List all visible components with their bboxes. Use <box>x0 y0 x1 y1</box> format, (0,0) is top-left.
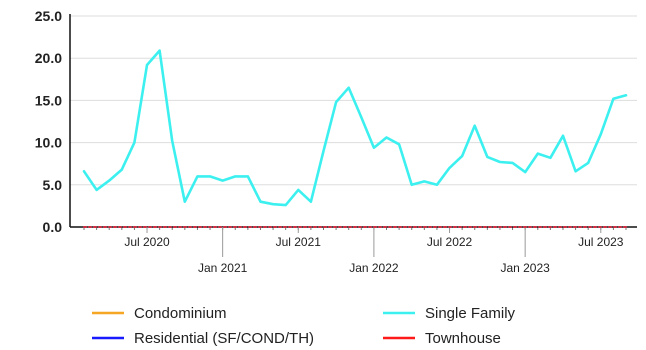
x-tick-label: Jan 2022 <box>349 261 399 275</box>
gridlines <box>70 15 637 228</box>
legend-label-single-family: Single Family <box>425 305 516 322</box>
series-lines <box>82 49 628 228</box>
y-tick-label: 10.0 <box>35 135 62 151</box>
legend-label-townhouse: Townhouse <box>425 330 501 347</box>
y-tick-label: 0.0 <box>43 219 63 235</box>
axes <box>69 14 637 257</box>
x-tick-label: Jul 2020 <box>124 235 170 249</box>
x-tick-label: Jan 2021 <box>198 261 248 275</box>
y-tick-label: 25.0 <box>35 8 62 24</box>
x-tick-label: Jan 2023 <box>500 261 550 275</box>
x-tick-label: Jul 2023 <box>578 235 624 249</box>
series-line-single-family <box>82 49 628 207</box>
y-tick-label: 20.0 <box>35 50 62 66</box>
legend: Condominium Single Family Residential (SF/… <box>92 305 516 347</box>
x-tick-labels: Jul 2020 Jan 2021 Jul 2021 Jan 2022 Jul 2022… <box>124 235 623 275</box>
x-tick-label: Jul 2021 <box>276 235 322 249</box>
y-tick-labels: 0.0 5.0 10.0 15.0 20.0 25.0 <box>35 8 62 235</box>
y-tick-label: 15.0 <box>35 92 62 108</box>
y-tick-label: 5.0 <box>43 177 63 193</box>
legend-label-condominium: Condominium <box>134 305 227 322</box>
legend-label-residential-sf-cond-th: Residential (SF/COND/TH) <box>134 330 314 347</box>
x-tick-label: Jul 2022 <box>427 235 473 249</box>
